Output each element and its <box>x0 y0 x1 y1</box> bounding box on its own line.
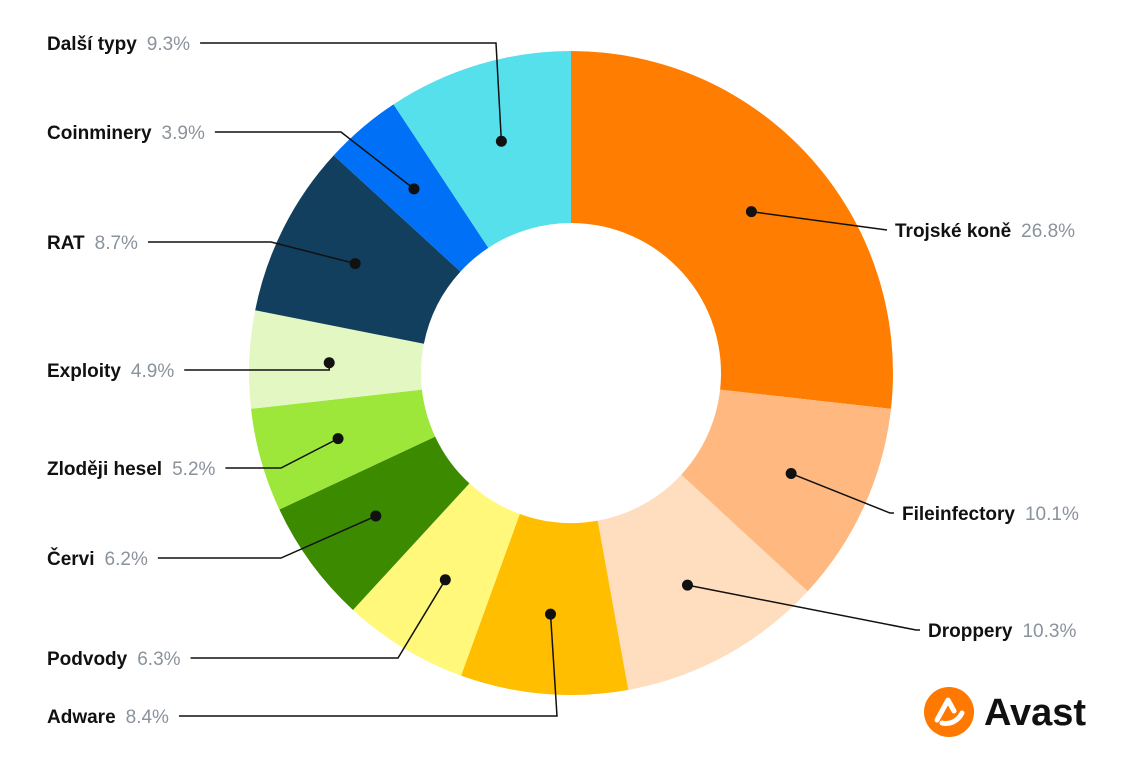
leader-line-1 <box>790 472 894 514</box>
slice-label-4: Podvody <box>47 649 128 670</box>
leader-dot-5 <box>370 510 382 522</box>
leader-dot-7 <box>323 357 335 369</box>
slice-label-8: RAT <box>47 233 85 254</box>
avast-logo-icon <box>924 687 974 737</box>
slice-7 <box>249 310 424 409</box>
leader-dot-1 <box>785 468 797 480</box>
slice-label-3: Adware <box>47 707 116 728</box>
slice-value-10: 9.3% <box>147 34 190 55</box>
slice-label-1: Fileinfectory <box>902 504 1015 525</box>
leader-dot-3 <box>545 608 557 620</box>
labels-group: Trojské koně 26.8% Fileinfectory 10.1% Dropp… <box>47 34 1079 728</box>
leader-line-3 <box>178 614 558 717</box>
leader-line-4 <box>190 579 446 659</box>
leader-dot-10 <box>495 135 507 147</box>
slice-label-7: Exploity <box>47 361 121 382</box>
slice-8 <box>255 155 461 344</box>
slice-1 <box>681 389 892 592</box>
slice-value-1: 10.1% <box>1025 504 1079 525</box>
avast-logo: Avast <box>924 687 1086 737</box>
slice-2 <box>597 474 808 690</box>
slice-value-0: 26.8% <box>1021 221 1075 242</box>
slice-label-5: Červi <box>47 548 95 570</box>
slice-label-6: Zloději hesel <box>47 459 162 480</box>
leader-lines-group <box>147 42 920 717</box>
leader-line-0 <box>751 210 888 231</box>
slice-label-9: Coinminery <box>47 123 152 144</box>
leader-line-8 <box>147 241 356 265</box>
leader-line-6 <box>225 437 339 469</box>
slice-4 <box>352 483 520 676</box>
slice-label-0: Trojské koně <box>895 221 1011 242</box>
leader-line-5 <box>157 515 377 559</box>
slice-label-2: Droppery <box>928 621 1013 642</box>
slice-value-5: 6.2% <box>105 549 148 570</box>
slice-value-2: 10.3% <box>1022 621 1076 642</box>
leader-line-2 <box>687 584 920 631</box>
slice-5 <box>279 436 470 610</box>
slice-value-7: 4.9% <box>131 361 174 382</box>
leader-dot-6 <box>332 433 344 445</box>
leader-dot-2 <box>681 579 693 591</box>
leader-line-10 <box>200 42 503 142</box>
slice-0 <box>571 51 893 409</box>
leader-dot-8 <box>349 258 361 270</box>
avast-logo-mark <box>934 697 965 726</box>
leader-dot-9 <box>408 183 420 195</box>
slice-label-10: Další typy <box>47 34 137 55</box>
leader-dot-4 <box>439 574 451 586</box>
slices-group <box>249 51 893 695</box>
slice-3 <box>461 513 629 695</box>
slice-value-3: 8.4% <box>126 707 169 728</box>
avast-logo-text: Avast <box>984 692 1086 734</box>
leader-line-9 <box>214 131 415 190</box>
slice-6 <box>250 389 436 510</box>
slice-value-4: 6.3% <box>137 649 180 670</box>
leader-dot-0 <box>745 206 757 218</box>
slice-value-9: 3.9% <box>162 123 205 144</box>
slice-10 <box>393 51 571 248</box>
slice-value-6: 5.2% <box>172 459 215 480</box>
slice-value-8: 8.7% <box>95 233 138 254</box>
